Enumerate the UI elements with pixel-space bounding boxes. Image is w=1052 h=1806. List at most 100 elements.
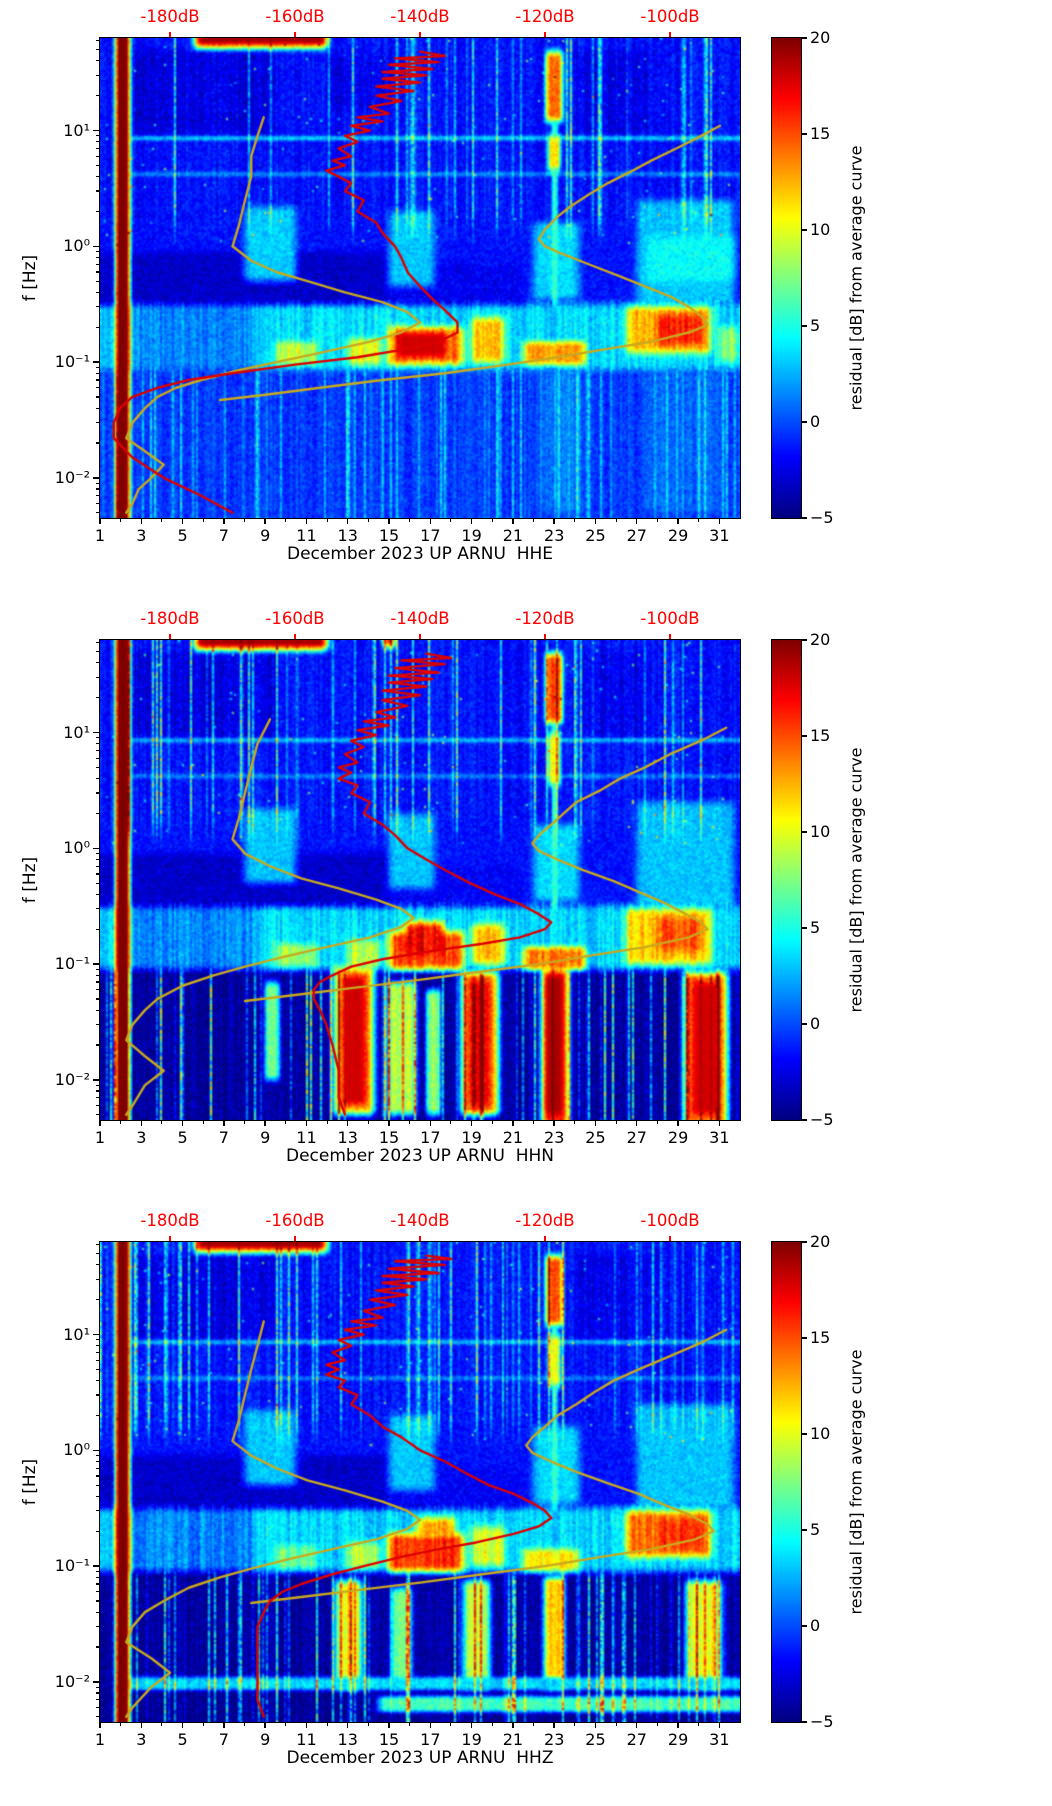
- x-axis-minor-tick: [367, 519, 369, 522]
- x-axis-tick: [140, 519, 142, 524]
- y-axis-minor-tick: [96, 1097, 99, 1099]
- x-axis-tick: [347, 1723, 349, 1728]
- y-axis-minor-tick: [96, 778, 99, 780]
- x-axis-tick: [181, 1723, 184, 1728]
- x-axis-tick: [223, 1121, 225, 1126]
- y-tick-label: 10⁻²: [54, 1069, 90, 1089]
- y-axis-minor-tick: [96, 512, 99, 514]
- x-axis-minor-tick: [533, 1121, 535, 1124]
- x-axis-tick: [718, 1723, 721, 1728]
- x-axis-minor-tick: [285, 1121, 287, 1124]
- top-axis-tick-label: -120dB: [515, 7, 575, 26]
- x-tick-label: 21: [502, 1730, 524, 1749]
- colorbar-tick: [802, 1721, 807, 1723]
- y-axis-minor-tick: [96, 1646, 99, 1648]
- y-axis-minor-tick: [96, 998, 99, 1000]
- y-axis-minor-tick: [96, 422, 99, 424]
- x-tick-label: 19: [461, 1128, 482, 1147]
- colorbar-hhz: [771, 1241, 802, 1723]
- colorbar-tick: [802, 1119, 807, 1121]
- y-axis-minor-tick: [96, 882, 99, 884]
- x-tick-label: 7: [218, 1128, 229, 1147]
- x-axis-minor-tick: [326, 1121, 328, 1124]
- x-axis-minor-tick: [285, 1723, 287, 1726]
- x-axis-tick: [181, 1121, 184, 1126]
- y-axis-minor-tick: [96, 737, 99, 739]
- y-axis-minor-tick: [96, 1570, 99, 1572]
- y-axis-minor-tick: [96, 1591, 99, 1593]
- x-axis-minor-tick: [244, 1121, 246, 1124]
- top-axis-tick-label: -140dB: [390, 1211, 450, 1230]
- x-axis-minor-tick: [491, 1723, 493, 1726]
- y-axis-label: f [Hz]: [20, 1458, 40, 1506]
- x-tick-label: 31: [709, 526, 730, 545]
- x-axis-minor-tick: [491, 1121, 493, 1124]
- x-axis-tick: [718, 519, 721, 524]
- x-axis-tick: [553, 1723, 555, 1728]
- y-axis-minor-tick: [96, 1576, 99, 1578]
- spectrogram-canvas-hhn: [99, 639, 741, 1121]
- top-axis-tick-label: -160dB: [265, 7, 325, 26]
- y-axis-label: f [Hz]: [20, 856, 40, 904]
- colorbar-tick: [802, 831, 807, 833]
- y-axis-minor-tick: [96, 39, 99, 42]
- y-axis-minor-tick: [96, 1706, 99, 1709]
- x-axis-tick: [470, 1121, 473, 1126]
- x-tick-label: 23: [544, 1730, 565, 1749]
- x-axis-minor-tick: [202, 1723, 204, 1726]
- x-axis-label-hhz: December 2023 UP ARNU HHZ: [286, 1748, 554, 1768]
- x-tick-label: 27: [626, 526, 647, 545]
- colorbar-tick-label: −5: [810, 1110, 834, 1129]
- y-axis-minor-tick: [96, 1414, 99, 1417]
- x-axis-minor-tick: [409, 1723, 411, 1726]
- colorbar-label: residual [dB] from average curve: [846, 1349, 866, 1615]
- x-tick-label: 9: [260, 1730, 271, 1749]
- x-axis-tick: [140, 1121, 142, 1126]
- y-axis-minor-tick: [96, 135, 99, 137]
- x-tick-label: 19: [461, 526, 482, 545]
- y-axis-minor-tick: [96, 1264, 99, 1266]
- x-axis-tick: [594, 519, 597, 524]
- colorbar-tick: [802, 639, 807, 641]
- colorbar-tick-label: 5: [810, 1520, 821, 1539]
- top-axis-tick: [169, 32, 171, 37]
- x-tick-label: 5: [177, 1730, 188, 1749]
- y-axis-minor-tick: [96, 164, 99, 166]
- y-tick-label: 10⁻²: [54, 467, 90, 487]
- y-tick-label: 10⁻¹: [54, 352, 90, 372]
- x-axis-minor-tick: [450, 519, 452, 522]
- colorbar-tick: [802, 133, 807, 135]
- x-tick-label: 3: [136, 1128, 147, 1147]
- y-axis-minor-tick: [96, 407, 99, 409]
- x-axis-minor-tick: [615, 1121, 617, 1124]
- y-axis-minor-tick: [96, 981, 99, 983]
- colorbar-tick-label: 15: [810, 1328, 831, 1347]
- top-axis-tick: [419, 1236, 421, 1241]
- y-axis-tick: [93, 1565, 99, 1567]
- top-axis-tick: [544, 634, 546, 639]
- y-axis-minor-tick: [96, 1380, 99, 1382]
- colorbar-tick-label: 15: [810, 124, 831, 143]
- y-tick-label: 10¹: [63, 120, 90, 140]
- y-axis-minor-tick: [96, 147, 99, 150]
- x-axis-minor-tick: [450, 1723, 452, 1726]
- x-axis-minor-tick: [161, 519, 163, 522]
- x-axis-tick: [223, 519, 225, 524]
- x-tick-label: 1: [94, 1730, 106, 1749]
- x-tick-label: 19: [461, 1730, 482, 1749]
- y-axis-minor-tick: [96, 1009, 99, 1011]
- y-axis-minor-tick: [96, 271, 99, 273]
- y-axis-minor-tick: [96, 1475, 99, 1477]
- colorbar-tick-label: 10: [810, 822, 831, 841]
- y-axis-tick: [93, 1333, 99, 1336]
- x-tick-label: 17: [420, 1730, 441, 1749]
- top-axis-tick: [669, 634, 671, 639]
- y-axis-minor-tick: [96, 1530, 99, 1532]
- colorbar-tick-label: 20: [810, 28, 831, 47]
- x-axis-minor-tick: [615, 519, 617, 522]
- x-tick-label: 29: [667, 526, 689, 545]
- x-axis-minor-tick: [120, 1723, 122, 1726]
- x-tick-label: 23: [544, 526, 565, 545]
- x-axis-minor-tick: [409, 1121, 411, 1124]
- x-axis-minor-tick: [202, 519, 204, 522]
